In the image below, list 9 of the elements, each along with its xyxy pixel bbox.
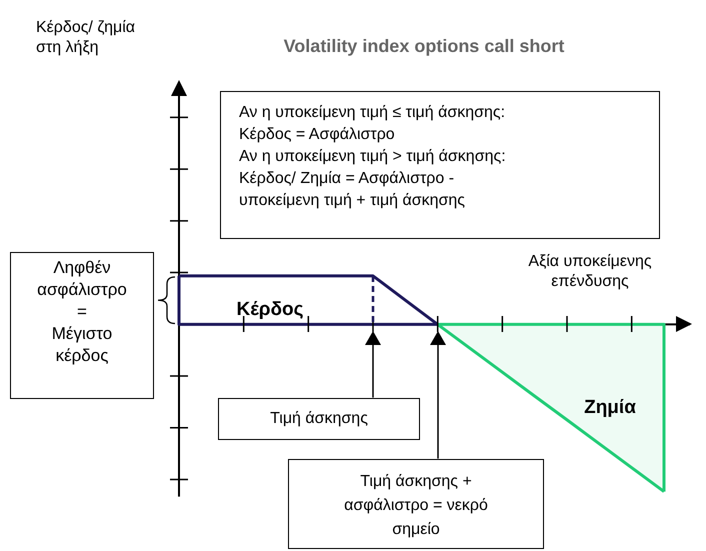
callout-box: Αν η υποκείμενη τιμή ≤ τιμή άσκησης: Κέρδος = Ασφάλιστρο Αν η υποκείμενη τιμή > τιμή άσκησης: Κέρδος/ Ζημία = Ασφάλιστρο - υποκείμενη τιμή + τιμή άσκησης: [220, 91, 660, 239]
callout-box: Τιμή άσκησης: [218, 398, 420, 440]
x-axis-title: Αξία υποκείμενης επένδυσης: [527, 252, 653, 292]
chart-title: Volatility index options call short: [282, 36, 566, 56]
annotation: Κέρδος: [235, 299, 305, 320]
callout-box: Τιμή άσκησης + ασφάλιστρο = νεκρό σημείο: [288, 459, 544, 549]
text: Κέρδος/ ζημία στη λήξη: [36, 18, 135, 58]
annotation: Ζημία: [583, 397, 637, 418]
callout-box: Ληφθέν ασφάλιστρο = Μέγιστο κέρδος: [10, 252, 154, 399]
